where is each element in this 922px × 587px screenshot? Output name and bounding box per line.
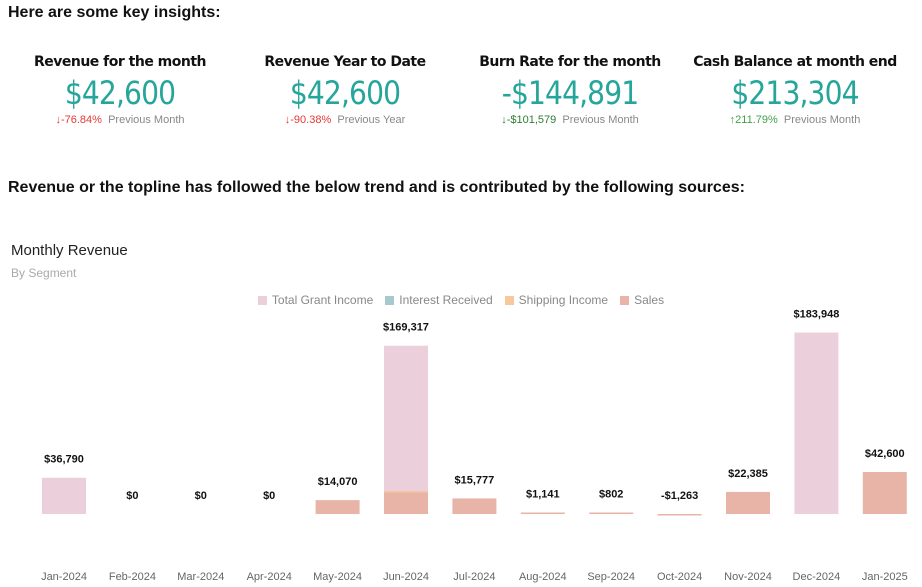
x-tick-label: Jan-2024 [41, 571, 87, 583]
legend-swatch [504, 296, 514, 305]
chart-title: Monthly Revenue [11, 242, 128, 259]
kpi-card: Cash Balance at month end $213,304 ↑211.… [680, 54, 910, 126]
revenue-trend-heading: Revenue or the topline has followed the … [8, 179, 745, 196]
x-tick-label: May-2024 [313, 571, 362, 583]
bar-total-label: -$1,263 [661, 490, 698, 502]
x-tick-label: Jun-2024 [383, 571, 429, 583]
kpi-compare: Previous Month [562, 114, 639, 126]
arrow-down-icon: ↓ [55, 114, 61, 126]
chart-legend: Total Grant Income Interest Received Shipp… [0, 293, 922, 307]
bar-segment-sales[interactable] [452, 498, 497, 514]
bar-total-label: $36,790 [44, 454, 84, 466]
legend-label: Total Grant Income [271, 293, 374, 307]
bar-total-label: $22,385 [728, 468, 768, 480]
kpi-change-value: -76.84% [60, 114, 102, 126]
x-tick-label: Mar-2024 [177, 571, 224, 583]
kpi-change-value: -$101,579 [506, 114, 557, 126]
kpi-change: ↑211.79% Previous Month [680, 114, 910, 126]
bar-total-label: $183,948 [793, 309, 839, 321]
bar-total-label: $42,600 [865, 448, 905, 460]
bar-segment-sales[interactable] [384, 492, 428, 514]
kpi-change-value: 211.79% [735, 114, 778, 126]
kpi-compare: Previous Month [783, 114, 861, 126]
legend-swatch [620, 296, 630, 305]
kpi-card: Burn Rate for the month -$144,891 ↓-$101… [455, 54, 685, 126]
bar-segment-sales[interactable] [862, 471, 907, 514]
kpi-card: Revenue for the month $42,600 ↓-76.84% P… [5, 54, 235, 126]
bar-segment-shipping-income[interactable] [384, 490, 428, 493]
bar-segment-sales[interactable] [589, 512, 634, 515]
kpi-compare: Previous Year [337, 114, 406, 126]
bar-total-label: $14,070 [318, 476, 358, 488]
bar-total-label: $169,317 [383, 322, 429, 334]
x-tick-label: Apr-2024 [247, 571, 292, 583]
legend-item[interactable]: Interest Received [385, 293, 493, 307]
legend-item[interactable]: Shipping Income [504, 293, 609, 307]
legend-label: Interest Received [399, 293, 493, 307]
kpi-value: $213,304 [731, 74, 859, 112]
bar-segment-sales[interactable] [315, 500, 360, 514]
x-tick-label: Jul-2024 [453, 571, 495, 583]
bar-total-label: $1,141 [526, 489, 560, 501]
bar-total-label: $15,777 [455, 474, 495, 486]
legend-label: Sales [634, 293, 665, 307]
bar-total-label: $0 [195, 490, 207, 502]
kpi-change: ↓-76.84% Previous Month [5, 114, 235, 126]
legend-swatch [385, 296, 395, 305]
legend-swatch [257, 296, 267, 305]
kpi-title: Burn Rate for the month [479, 54, 661, 70]
x-tick-label: Aug-2024 [519, 571, 567, 583]
arrow-down-icon: ↓ [501, 114, 507, 126]
kpi-title: Cash Balance at month end [693, 54, 897, 70]
bar-segment-total-grant-income[interactable] [794, 332, 839, 514]
kpi-value: $42,600 [289, 74, 401, 112]
kpi-change: ↓-90.38% Previous Year [230, 114, 460, 126]
x-tick-label: Nov-2024 [724, 571, 772, 583]
kpi-compare: Previous Month [108, 114, 185, 126]
legend-item[interactable]: Sales [620, 293, 664, 307]
x-tick-label: Jan-2025 [862, 571, 908, 583]
chart-subtitle: By Segment [11, 266, 77, 280]
x-tick-label: Dec-2024 [793, 571, 841, 583]
x-tick-label: Sep-2024 [587, 571, 635, 583]
bar-segment-total-grant-income[interactable] [384, 345, 428, 491]
kpi-card: Revenue Year to Date $42,600 ↓-90.38% Pr… [230, 54, 460, 126]
legend-item[interactable]: Total Grant Income [257, 293, 374, 307]
bar-total-label: $0 [263, 490, 275, 502]
kpi-value: -$144,891 [501, 74, 639, 112]
x-tick-label: Oct-2024 [657, 571, 702, 583]
kpi-change: ↓-$101,579 Previous Month [455, 114, 685, 126]
kpi-title: Revenue for the month [33, 54, 207, 70]
bar-segment-sales[interactable] [726, 491, 770, 514]
arrow-up-icon: ↑ [729, 114, 736, 126]
legend-label: Shipping Income [518, 293, 609, 307]
x-tick-label: Feb-2024 [109, 571, 156, 583]
bar-total-label: $802 [599, 489, 623, 501]
bar-segment-sales[interactable] [657, 514, 702, 516]
kpi-change-value: -90.38% [290, 114, 332, 126]
kpi-value: $42,600 [64, 74, 176, 112]
bar-segment-sales[interactable] [520, 512, 565, 515]
arrow-down-icon: ↓ [284, 114, 291, 126]
kpi-title: Revenue Year to Date [264, 54, 426, 70]
insights-heading: Here are some key insights: [8, 4, 221, 21]
bar-total-label: $0 [126, 490, 138, 502]
bar-segment-total-grant-income[interactable] [42, 477, 86, 514]
